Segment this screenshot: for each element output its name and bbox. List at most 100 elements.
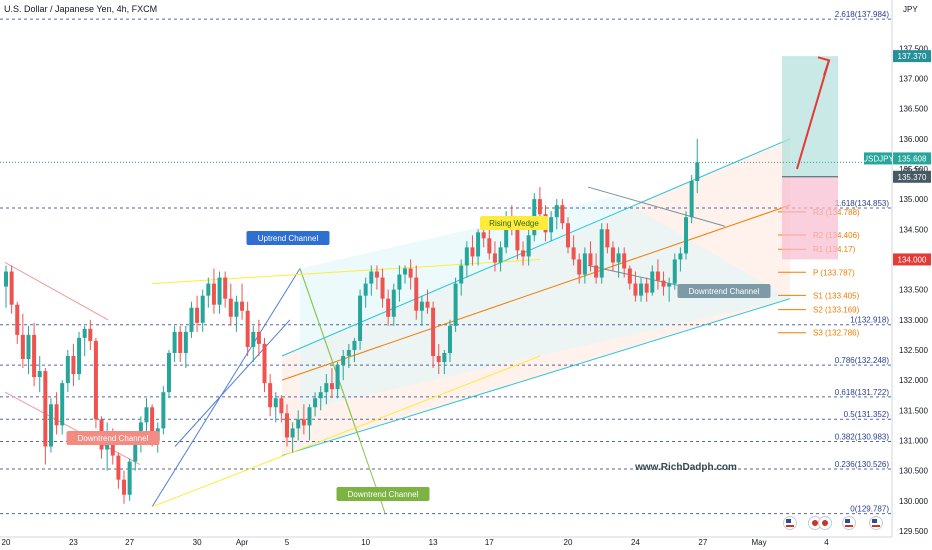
candle-body (577, 259, 582, 275)
candle-body (273, 398, 278, 408)
event-flag-us[interactable] (783, 516, 797, 530)
symbol-tag-bg (864, 152, 892, 165)
label-uptrend-channel-bg (246, 231, 330, 245)
candle-body (650, 271, 655, 293)
last-price-tag-text: 135.608 (898, 154, 927, 163)
label-downtrend-channel-bottom: Downtrend Channel (336, 487, 430, 501)
candle-body (537, 199, 542, 215)
label-rising-wedge-bg (480, 216, 548, 230)
candle-body (605, 229, 610, 248)
label-rising-wedge: Rising Wedge (480, 216, 548, 230)
candle-body (15, 304, 20, 335)
flag-stripe (845, 525, 853, 527)
candle-body (459, 265, 464, 284)
candle-body (678, 253, 683, 260)
y-tick-label: 135.500 (899, 165, 928, 174)
symbol-tag: USDJPY (862, 152, 894, 165)
event-flag-us[interactable] (842, 516, 856, 530)
label-downtrend-channel-left-text: Downtrend Channel (78, 434, 149, 443)
candle-body (363, 283, 368, 296)
candle-body (189, 307, 194, 332)
candle-body (335, 365, 340, 390)
candle-body (369, 271, 374, 284)
candle-body (26, 334, 31, 360)
fib-level-label: 0.236(130.526) (835, 460, 890, 469)
entry-price-tag: 135.370 (893, 170, 931, 183)
candle-body (296, 419, 301, 429)
candle-body (352, 340, 357, 350)
candle-body (166, 352, 171, 393)
candle-body (684, 217, 689, 254)
flag-stripe (872, 525, 880, 527)
x-tick-label: 23 (69, 538, 78, 547)
candle-body (178, 331, 183, 353)
chart-title: U.S. Dollar / Japanese Yen, 4h, FXCM (4, 4, 158, 14)
candle-body (464, 247, 469, 266)
event-flag-us[interactable] (869, 516, 883, 530)
fib-level-label: 0.5(131.352) (844, 410, 890, 419)
candle-body (408, 268, 413, 278)
candle-body (425, 301, 430, 308)
event-flag-jp[interactable] (818, 516, 832, 530)
candle-body (200, 295, 205, 323)
candle-body (341, 355, 346, 366)
candle-body (560, 205, 565, 224)
candle-body (4, 271, 8, 287)
candle-body (127, 461, 132, 495)
candle-body (318, 392, 323, 399)
candle-body (476, 232, 481, 257)
x-tick-label: May (752, 538, 767, 547)
y-tick-label: 129.500 (899, 527, 928, 536)
candle-body (71, 355, 76, 375)
pivot-label: S3 (132.786) (813, 329, 860, 338)
y-tick-label: 131.000 (899, 436, 928, 445)
x-tick-label: 13 (429, 538, 438, 547)
candle-body (391, 289, 396, 317)
candle-body (436, 355, 441, 363)
downtrend-channel-upper (4, 262, 109, 321)
watermark-text: www.RichDadph.com (634, 462, 737, 473)
y-tick-label: 137.000 (899, 74, 928, 83)
candle-body (582, 253, 587, 275)
candle-body (633, 283, 638, 296)
candle-body (644, 283, 649, 293)
candle-body (223, 277, 228, 299)
candle-body (622, 253, 627, 269)
stop-price-tag-bg (893, 253, 931, 266)
candle-body (133, 443, 138, 462)
candle-body (554, 205, 559, 218)
y-tick-label: 133.500 (899, 286, 928, 295)
x-tick-label: 30 (193, 538, 202, 547)
candle-body (82, 328, 87, 338)
candle-body (93, 340, 98, 420)
candle-body (374, 271, 379, 278)
candle-body (313, 398, 318, 408)
candle-body (161, 392, 166, 429)
candle-body (610, 247, 615, 263)
candle-body (43, 371, 48, 447)
candle-body (549, 217, 554, 233)
pivot-label: P (133.787) (813, 268, 855, 277)
candle-body (116, 455, 121, 480)
projection-arrowhead (817, 56, 831, 76)
x-tick-label: 5 (285, 538, 290, 547)
rising-wedge-line (151, 258, 541, 285)
y-tick-label: 135.000 (899, 195, 928, 204)
symbol-tag-text: USDJPY (862, 154, 894, 163)
fib-level-label: 1.618(134.853) (835, 199, 890, 208)
candle-body (206, 283, 211, 296)
candle-body (251, 331, 256, 347)
stop-price-tag: 134.000 (893, 253, 931, 266)
label-downtrend-channel-bottom-bg (336, 487, 430, 501)
candle-body (290, 428, 295, 438)
candle-body (386, 298, 391, 317)
flag-disc (822, 520, 828, 526)
candle-body (498, 247, 503, 263)
candle-body (492, 253, 497, 263)
stop-price-tag-text: 134.000 (898, 255, 927, 264)
projection-arrow (796, 60, 830, 170)
candle-body (324, 383, 329, 393)
candle-body (419, 301, 424, 311)
candle-body (667, 283, 672, 287)
